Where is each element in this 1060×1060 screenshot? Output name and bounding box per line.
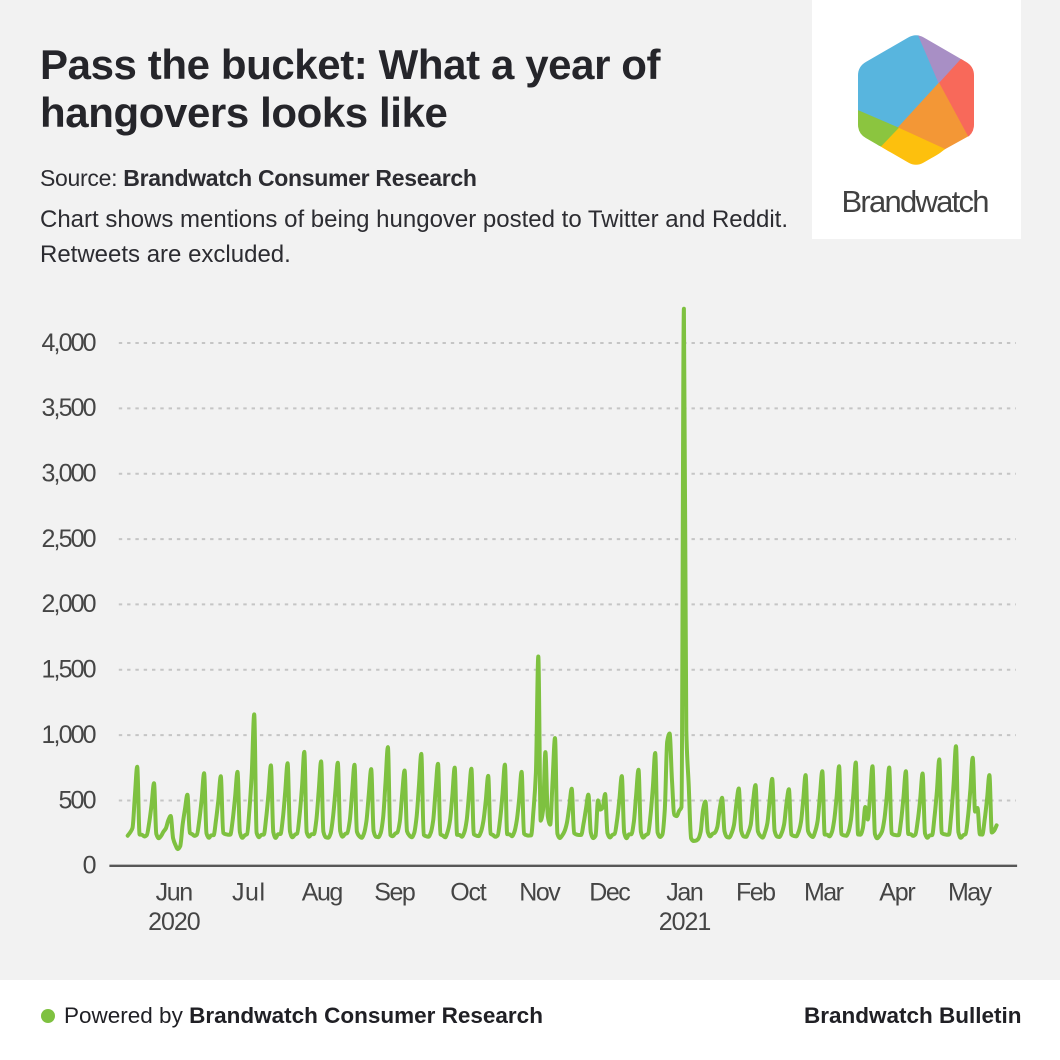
svg-text:1,000: 1,000 <box>42 721 97 749</box>
svg-text:Dec: Dec <box>589 878 631 906</box>
svg-text:Sep: Sep <box>374 878 416 906</box>
svg-text:Jan: Jan <box>666 878 704 906</box>
svg-text:Jul: Jul <box>232 878 265 906</box>
svg-text:Jun: Jun <box>156 878 194 906</box>
svg-text:Feb: Feb <box>736 878 776 906</box>
svg-text:3,500: 3,500 <box>42 394 97 422</box>
svg-text:2021: 2021 <box>659 908 712 936</box>
svg-text:Brandwatch: Brandwatch <box>842 184 990 219</box>
svg-text:Oct: Oct <box>450 878 487 906</box>
svg-text:Apr: Apr <box>879 878 916 906</box>
svg-text:Aug: Aug <box>302 878 344 906</box>
svg-text:4,000: 4,000 <box>42 329 97 357</box>
svg-text:3,000: 3,000 <box>42 460 97 488</box>
svg-text:2,500: 2,500 <box>42 525 97 553</box>
svg-text:2,000: 2,000 <box>42 590 97 618</box>
svg-text:Mar: Mar <box>804 878 844 906</box>
svg-text:1,500: 1,500 <box>42 656 97 684</box>
svg-text:0: 0 <box>83 852 97 880</box>
svg-text:2020: 2020 <box>148 908 201 936</box>
svg-text:Nov: Nov <box>519 878 561 906</box>
svg-text:May: May <box>948 878 993 906</box>
svg-text:500: 500 <box>59 786 97 814</box>
